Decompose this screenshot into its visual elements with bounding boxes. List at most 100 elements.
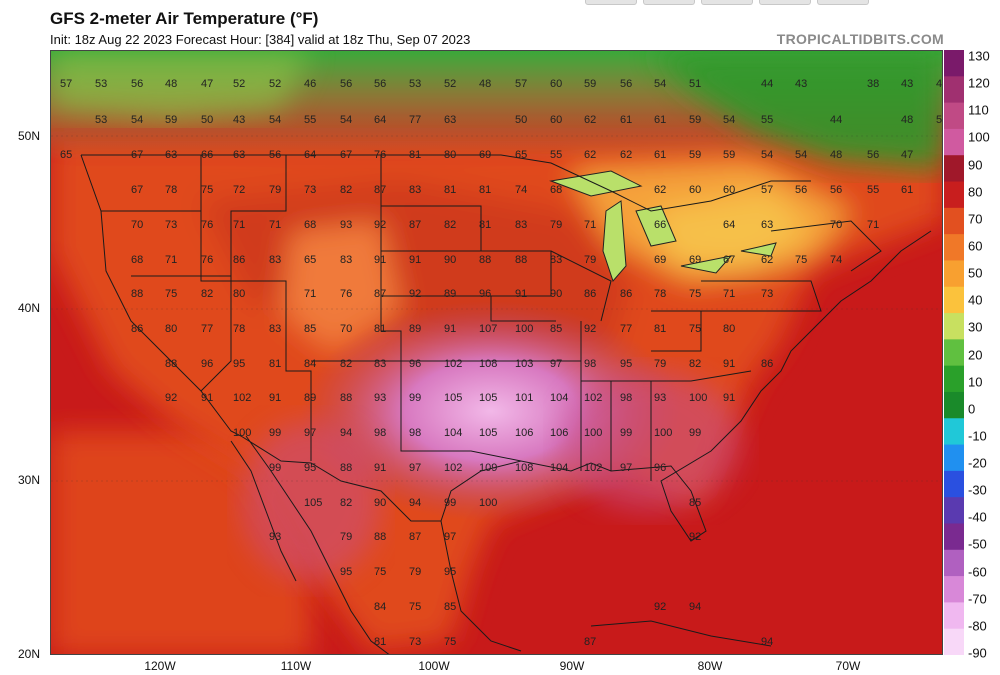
colorbar-label: 30 bbox=[968, 319, 983, 335]
temperature-labels: 57 53 56 48 47 52 52 46 56 56 53 52 48 57 60 59 56 54 51 44… bbox=[60, 78, 942, 648]
colorbar-segment bbox=[944, 391, 964, 419]
temperature-value: 57 bbox=[60, 78, 72, 90]
colorbar-label: -10 bbox=[968, 428, 987, 444]
temperature-value: 84 bbox=[304, 358, 316, 370]
toolbar-button[interactable] bbox=[701, 0, 753, 5]
temperature-value: 73 bbox=[409, 636, 421, 648]
temperature-value: 71 bbox=[269, 219, 281, 231]
temperature-value: 87 bbox=[374, 184, 386, 196]
temperature-value: 75 bbox=[165, 288, 177, 300]
colorbar-label: -30 bbox=[968, 482, 987, 498]
temperature-value: 74 bbox=[830, 254, 842, 266]
temperature-value: 85 bbox=[304, 323, 316, 335]
temperature-value: 43 bbox=[233, 114, 245, 126]
temperature-value: 61 bbox=[901, 184, 913, 196]
temperature-value: 86 bbox=[620, 288, 632, 300]
colorbar-label: 20 bbox=[968, 347, 983, 362]
mexico-hot-area bbox=[241, 421, 381, 581]
colorbar bbox=[944, 50, 964, 655]
temperature-value: 76 bbox=[340, 288, 352, 300]
temperature-value: 63 bbox=[444, 114, 456, 126]
temperature-value: 91 bbox=[723, 358, 735, 370]
temperature-value: 75 bbox=[444, 636, 456, 648]
temperature-value: 47 bbox=[201, 78, 213, 90]
temperature-value: 92 bbox=[374, 219, 386, 231]
colorbar-segment bbox=[944, 523, 964, 551]
temperature-value: 56 bbox=[340, 78, 352, 90]
temperature-value: 91 bbox=[374, 254, 386, 266]
toolbar-button[interactable] bbox=[643, 0, 695, 5]
toolbar-button[interactable] bbox=[759, 0, 811, 5]
temperature-value: 94 bbox=[761, 636, 773, 648]
temperature-value: 52 bbox=[269, 78, 281, 90]
temperature-value: 55 bbox=[761, 114, 773, 126]
colorbar-label: -20 bbox=[968, 455, 987, 471]
temperature-value: 44 bbox=[830, 114, 842, 126]
temperature-value: 56 bbox=[269, 149, 281, 161]
temperature-value: 89 bbox=[409, 323, 421, 335]
temperature-value: 92 bbox=[654, 601, 666, 613]
temperature-value: 81 bbox=[409, 149, 421, 161]
temperature-value: 83 bbox=[515, 219, 527, 231]
temperature-value: 100 bbox=[584, 427, 602, 439]
temperature-value: 91 bbox=[269, 392, 281, 404]
temperature-value: 90 bbox=[374, 497, 386, 509]
colorbar-segment bbox=[944, 444, 964, 472]
temperature-value: 66 bbox=[201, 149, 213, 161]
temperature-value: 82 bbox=[201, 288, 213, 300]
temperature-value: 59 bbox=[165, 114, 177, 126]
temperature-value: 100 bbox=[515, 323, 533, 335]
temperature-value: 82 bbox=[340, 184, 352, 196]
temperature-value: 56 bbox=[795, 184, 807, 196]
latitude-label: 20N bbox=[18, 647, 41, 661]
colorbar-segment bbox=[944, 260, 964, 288]
temperature-value: 98 bbox=[620, 392, 632, 404]
temperature-value: 83 bbox=[340, 254, 352, 266]
temperature-value: 65 bbox=[60, 149, 72, 161]
colorbar-label: -80 bbox=[968, 618, 987, 634]
temperature-value: 61 bbox=[654, 149, 666, 161]
temperature-value: 103 bbox=[515, 358, 533, 370]
colorbar-segment bbox=[944, 339, 964, 367]
colorbar-segment bbox=[944, 628, 964, 655]
toolbar-button[interactable] bbox=[817, 0, 869, 5]
temperature-value: 107 bbox=[479, 323, 497, 335]
temperature-value: 54 bbox=[654, 78, 666, 90]
temperature-value: 75 bbox=[409, 601, 421, 613]
map-title: GFS 2-meter Air Temperature (°F) bbox=[50, 9, 319, 28]
toolbar-button[interactable] bbox=[585, 0, 637, 5]
colorbar-segment bbox=[944, 286, 964, 314]
temperature-value: 78 bbox=[654, 288, 666, 300]
site-brand[interactable]: TROPICALTIDBITS.COM bbox=[776, 31, 944, 47]
temperature-value: 82 bbox=[340, 358, 352, 370]
temperature-value: 97 bbox=[409, 462, 421, 474]
temperature-value: 91 bbox=[374, 462, 386, 474]
temperature-value: 70 bbox=[830, 219, 842, 231]
temperature-value: 70 bbox=[131, 219, 143, 231]
temperature-value: 53 bbox=[409, 78, 421, 90]
eastern-canada-area bbox=[651, 51, 942, 171]
temperature-value: 105 bbox=[479, 392, 497, 404]
colorbar-label: -40 bbox=[968, 509, 987, 525]
temperature-value: 83 bbox=[409, 184, 421, 196]
temperature-value: 97 bbox=[444, 531, 456, 543]
temperature-value: 79 bbox=[654, 358, 666, 370]
temperature-value: 68 bbox=[550, 184, 562, 196]
temperature-value: 106 bbox=[515, 427, 533, 439]
map-canvas: 57 53 56 48 47 52 52 46 56 56 53 52 48 57 60 59 56 54 51 44… bbox=[51, 51, 942, 654]
temperature-value: 78 bbox=[165, 184, 177, 196]
colorbar-segment bbox=[944, 128, 964, 156]
temperature-value: 82 bbox=[340, 497, 352, 509]
temperature-value: 98 bbox=[409, 427, 421, 439]
temperature-value: 91 bbox=[723, 392, 735, 404]
temperature-value: 108 bbox=[479, 358, 497, 370]
temperature-value: 48 bbox=[165, 78, 177, 90]
temperature-value: 95 bbox=[620, 358, 632, 370]
temperature-value: 44 bbox=[761, 78, 773, 90]
temperature-value: 60 bbox=[550, 114, 562, 126]
temperature-value: 78 bbox=[233, 323, 245, 335]
temperature-value: 81 bbox=[444, 184, 456, 196]
temperature-value: 77 bbox=[201, 323, 213, 335]
temperature-value: 50 bbox=[515, 114, 527, 126]
temperature-value: 60 bbox=[723, 184, 735, 196]
